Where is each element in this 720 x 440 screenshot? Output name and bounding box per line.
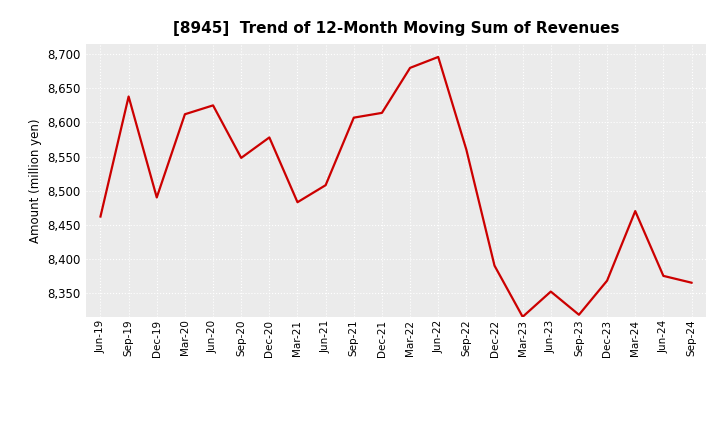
Title: [8945]  Trend of 12-Month Moving Sum of Revenues: [8945] Trend of 12-Month Moving Sum of R… — [173, 21, 619, 36]
Y-axis label: Amount (million yen): Amount (million yen) — [29, 118, 42, 242]
